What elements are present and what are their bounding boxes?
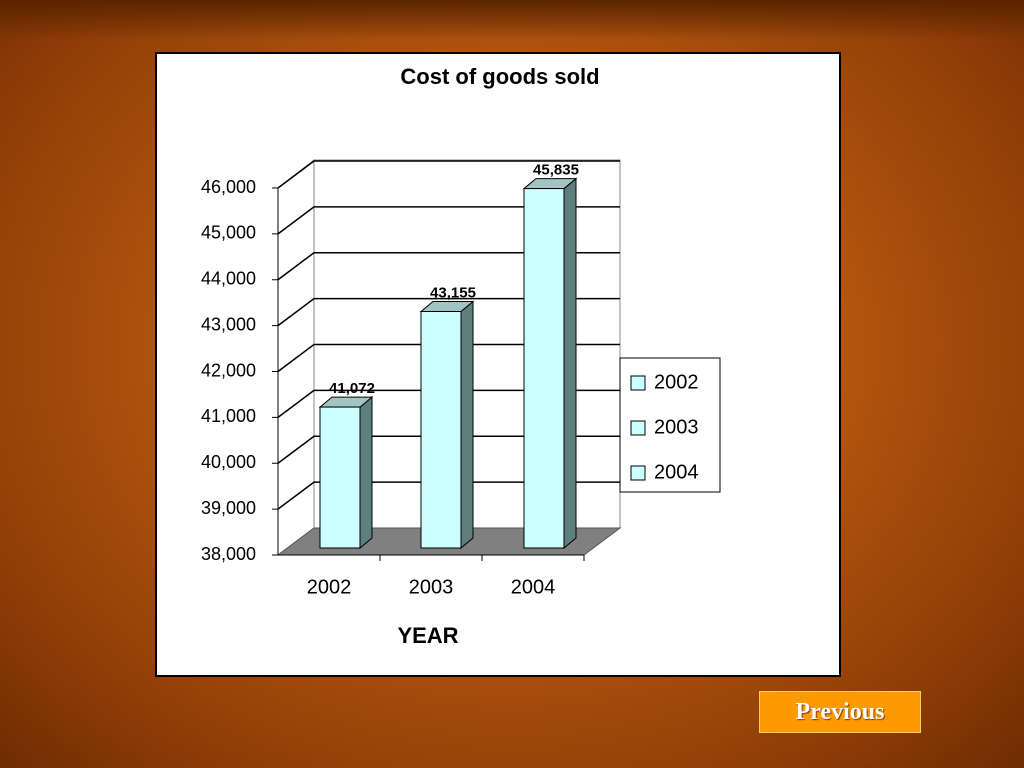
- legend-swatch: [630, 465, 646, 481]
- y-tick-label: 41,000: [201, 406, 256, 426]
- x-axis-label: YEAR: [397, 623, 458, 648]
- chart-title: Cost of goods sold: [400, 64, 599, 89]
- legend-label: 2003: [654, 416, 699, 438]
- bar: [420, 311, 462, 549]
- y-tick-label: 44,000: [201, 269, 256, 289]
- y-tick-label: 46,000: [201, 177, 256, 197]
- x-tick-label: 2003: [409, 576, 454, 598]
- legend-swatch: [630, 375, 646, 391]
- grid-line: [277, 343, 620, 373]
- y-tick-label: 42,000: [201, 360, 256, 380]
- legend-swatch: [630, 420, 646, 436]
- value-label: 43,155: [430, 284, 476, 301]
- bar-side: [359, 396, 373, 550]
- y-tick-label: 38,000: [201, 544, 256, 564]
- bar: [319, 406, 361, 549]
- legend-label: 2004: [654, 461, 699, 483]
- grid-line: [277, 481, 620, 510]
- grid-line: [277, 435, 620, 464]
- y-tick-label: 43,000: [201, 314, 256, 334]
- value-label: 41,072: [329, 380, 375, 397]
- grid-line: [277, 252, 620, 281]
- value-label: 45,835: [533, 162, 579, 179]
- y-tick-label: 40,000: [201, 452, 256, 472]
- previous-button[interactable]: Previous: [759, 691, 921, 733]
- bar-side: [460, 300, 474, 550]
- grid-line: [277, 297, 620, 327]
- grid-line: [277, 206, 620, 235]
- bar-side: [563, 177, 577, 550]
- grid-line: [277, 160, 620, 189]
- y-tick-label: 39,000: [201, 498, 256, 518]
- grid-line: [277, 389, 620, 418]
- bar: [523, 188, 565, 549]
- legend-label: 2002: [654, 371, 699, 393]
- x-tick-label: 2004: [511, 576, 556, 598]
- x-tick-label: 2002: [307, 576, 352, 598]
- y-tick-label: 45,000: [201, 223, 256, 243]
